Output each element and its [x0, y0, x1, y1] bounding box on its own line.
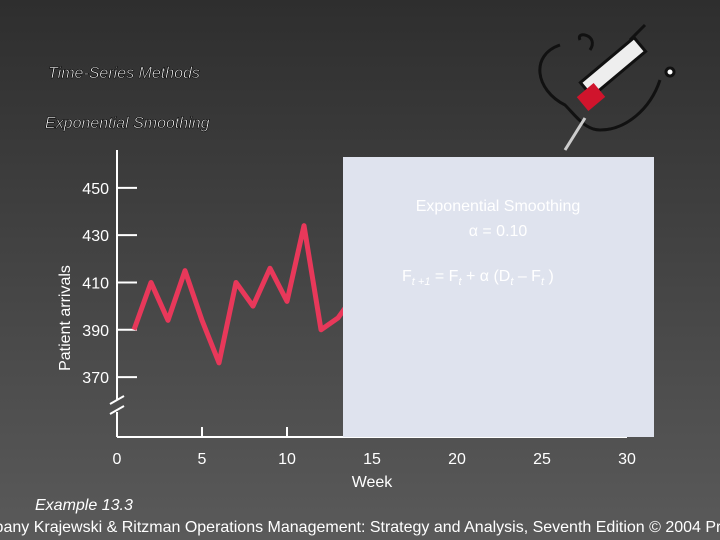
example-label: Example 13.3 [35, 497, 133, 514]
note-box [343, 157, 654, 437]
formula-subscript: t +1 [412, 276, 431, 288]
formula-part: ) [544, 268, 554, 285]
y-tick-label: 450 [82, 181, 109, 198]
x-tick-label: 0 [113, 451, 122, 468]
y-tick-label: 370 [82, 370, 109, 387]
x-axis-label: Week [352, 474, 394, 491]
formula-part: + α (D [462, 268, 511, 285]
formula: Ft +1 = Ft + α (Dt – Ft ) [402, 268, 554, 288]
x-tick-label: 5 [198, 451, 207, 468]
axis-break [109, 395, 125, 415]
box-alpha: α = 0.10 [469, 223, 528, 240]
formula-part: = F [430, 268, 458, 285]
box-title: Exponential Smoothing [416, 198, 581, 215]
overlay: Exponential Smoothing α = 0.10 Ft +1 = F… [343, 157, 654, 437]
formula-part: – F [513, 268, 541, 285]
formula-part: F [402, 268, 412, 285]
formula-subscript: t [510, 276, 514, 288]
formula-subscript: t [458, 276, 462, 288]
footer: To Accompany Krajewski & Ritzman Operati… [0, 519, 720, 536]
formula-subscript: t [541, 276, 545, 288]
title-line: Exponential Smoothing [45, 115, 210, 132]
x-tick-label: 25 [533, 451, 551, 468]
x-tick-label: 20 [448, 451, 466, 468]
x-tick-label: 30 [618, 451, 636, 468]
y-tick-label: 430 [82, 228, 109, 245]
y-tick-label: 410 [82, 275, 109, 292]
y-axis-label: Patient arrivals [57, 265, 74, 371]
medical-icon [538, 23, 676, 151]
data-line [131, 223, 358, 366]
x-tick-label: 10 [278, 451, 296, 468]
title-line: Time-Series Methods [48, 65, 200, 82]
y-tick-label: 390 [82, 323, 109, 340]
x-tick-label: 15 [363, 451, 381, 468]
